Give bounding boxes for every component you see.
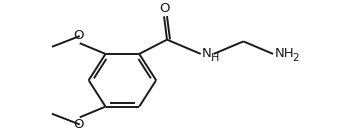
Text: H: H <box>211 53 219 63</box>
Text: O: O <box>73 29 84 42</box>
Text: N: N <box>202 47 212 60</box>
Text: O: O <box>73 118 84 131</box>
Text: NH: NH <box>275 47 295 60</box>
Text: 2: 2 <box>292 53 298 63</box>
Text: O: O <box>159 2 169 15</box>
